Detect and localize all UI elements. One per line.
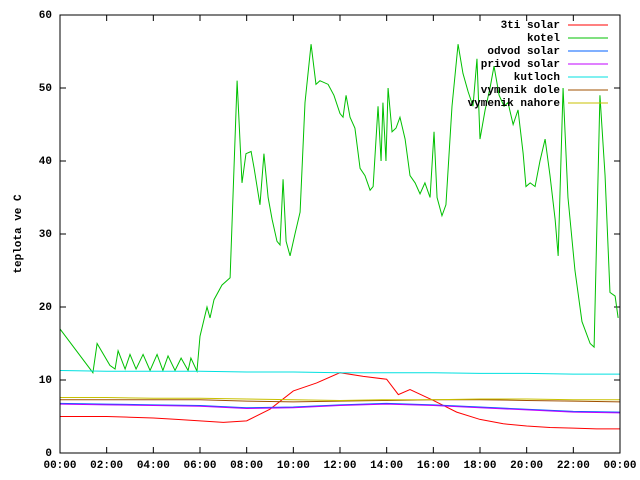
series-line: [59, 402, 621, 413]
x-tick-label: 02:00: [90, 460, 123, 472]
x-tick-label: 22:00: [557, 460, 590, 472]
x-tick-label: 08:00: [230, 460, 263, 472]
series-line: [60, 372, 620, 430]
legend-label: 3ti solar: [501, 20, 560, 32]
y-axis-label: teplota ve C: [13, 194, 25, 274]
legend-label: kutloch: [514, 72, 560, 84]
plot-frame: [59, 14, 621, 454]
legend-label: vymenik dole: [481, 85, 561, 97]
x-tick-label: 10:00: [277, 460, 310, 472]
x-tick-label: 04:00: [137, 460, 170, 472]
x-tick-label: 06:00: [183, 460, 216, 472]
series-line: [60, 397, 620, 401]
series-line: [59, 370, 620, 375]
y-tick-label: 60: [39, 10, 52, 22]
x-tick-label: 00:00: [603, 460, 636, 472]
x-tick-label: 00:00: [43, 460, 76, 472]
legend-label: kotel: [527, 33, 560, 45]
y-tick-label: 20: [39, 302, 52, 314]
legend-label: privod solar: [481, 59, 560, 71]
legend-label: vymenik nahore: [468, 98, 561, 110]
x-tick-label: 18:00: [463, 460, 496, 472]
series-line: [60, 399, 621, 403]
x-tick-label: 16:00: [417, 460, 450, 472]
x-tick-label: 20:00: [510, 460, 543, 472]
legend-label: odvod solar: [487, 46, 560, 58]
y-tick-label: 30: [39, 229, 52, 241]
x-tick-label: 12:00: [323, 460, 356, 472]
series-line: [59, 403, 621, 414]
x-tick-label: 14:00: [370, 460, 403, 472]
y-tick-label: 10: [39, 375, 52, 387]
y-tick-label: 0: [45, 448, 52, 460]
y-tick-label: 40: [39, 156, 52, 168]
y-tick-label: 50: [39, 83, 52, 95]
